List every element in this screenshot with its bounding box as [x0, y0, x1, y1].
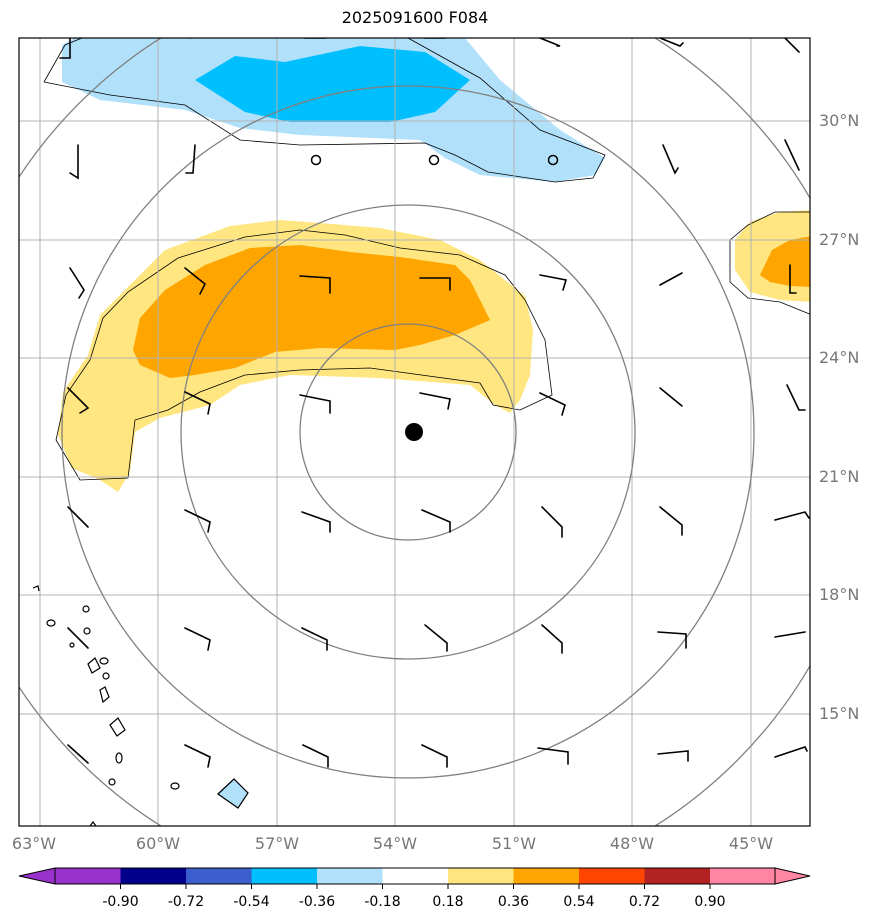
wind-barb — [659, 38, 684, 47]
wind-barb — [774, 746, 808, 758]
wind-barb — [424, 38, 446, 39]
colorbar-label: 0.18 — [432, 894, 464, 910]
wind-barb — [185, 144, 196, 174]
wind-barb — [69, 144, 79, 180]
lon-tick-label: 51°W — [491, 834, 537, 853]
lat-tick-label: 15°N — [819, 704, 860, 723]
colorbar-label: 0.54 — [563, 894, 595, 910]
lon-tick-label: 45°W — [728, 834, 774, 853]
colorbar-label: -0.36 — [298, 894, 336, 910]
wind-barb — [419, 392, 451, 410]
lat-tick-label: 27°N — [819, 230, 860, 249]
wind-barb — [774, 631, 806, 638]
wind-barb — [424, 624, 448, 652]
wind-barb — [784, 139, 800, 171]
wind-barb — [67, 506, 89, 528]
wind-barb — [789, 264, 797, 294]
wind-barb — [774, 511, 810, 521]
wind-barb — [67, 387, 90, 414]
wind-barb — [657, 631, 687, 649]
wind-barb — [662, 144, 679, 175]
wind-barb — [659, 387, 683, 407]
wind-barb — [539, 38, 561, 47]
lon-tick-label: 48°W — [609, 834, 655, 853]
lon-tick-label: 63°W — [11, 834, 57, 853]
wind-barb — [541, 506, 563, 538]
wind-barb — [299, 275, 331, 294]
lon-tick-label: 60°W — [135, 834, 181, 853]
lat-tick-label: 21°N — [819, 467, 860, 486]
wind-barb — [69, 267, 85, 299]
wind-barb — [67, 627, 89, 649]
wind-barb — [539, 274, 568, 291]
wind-barbs — [59, 38, 810, 768]
wind-barb — [184, 267, 207, 295]
range-rings — [19, 38, 810, 826]
colorbar-label: 0.90 — [694, 894, 726, 910]
map-title: 2025091600 F084 — [341, 8, 489, 27]
wind-barb — [421, 744, 448, 768]
graticule — [19, 38, 810, 826]
colorbar — [18, 867, 811, 889]
range-ring-3deg — [299, 323, 517, 541]
wind-barb — [189, 38, 192, 39]
colorbar-label: 0.72 — [628, 894, 661, 910]
wind-barb — [301, 627, 328, 651]
wind-barb — [67, 744, 89, 764]
wind-barb — [304, 38, 327, 39]
storm-center-marker — [405, 423, 423, 441]
lat-tick-label: 30°N — [819, 111, 860, 130]
wind-barb — [184, 627, 211, 651]
coastline-islands — [32, 585, 249, 826]
colorbar-label: -0.18 — [364, 894, 401, 910]
wind-barb — [537, 747, 569, 765]
colorbar-label: -0.54 — [233, 894, 270, 910]
lon-tick-label: 57°W — [254, 834, 300, 853]
map-frame — [18, 37, 811, 827]
wind-barb — [184, 509, 211, 533]
wind-barb — [301, 511, 331, 533]
range-ring-9deg — [61, 85, 755, 779]
wind-barb — [184, 391, 211, 415]
lat-tick-label: 24°N — [819, 348, 860, 367]
wind-barb — [541, 624, 563, 654]
wind-barb — [299, 394, 331, 414]
contour-lines — [43, 38, 810, 481]
colorbar-label: -0.72 — [167, 894, 205, 910]
range-ring-6deg — [180, 204, 636, 660]
calm-wind-markers — [310, 154, 559, 166]
wind-barb — [539, 392, 566, 416]
wind-barb — [184, 744, 211, 768]
colorbar-label: -0.90 — [102, 894, 139, 910]
positive-anomaly-field — [58, 210, 810, 492]
lat-tick-label: 18°N — [819, 585, 860, 604]
lon-tick-label: 54°W — [372, 834, 418, 853]
colorbar-label: 0.36 — [497, 894, 530, 910]
wind-barb — [657, 750, 689, 762]
wind-barb — [59, 38, 71, 59]
wind-barb — [784, 38, 800, 53]
wind-barb — [786, 384, 806, 411]
wind-barb — [302, 744, 329, 768]
wind-barb — [419, 277, 451, 291]
wind-barb — [659, 272, 683, 286]
wind-barb — [421, 509, 451, 533]
wind-barb — [659, 506, 683, 536]
